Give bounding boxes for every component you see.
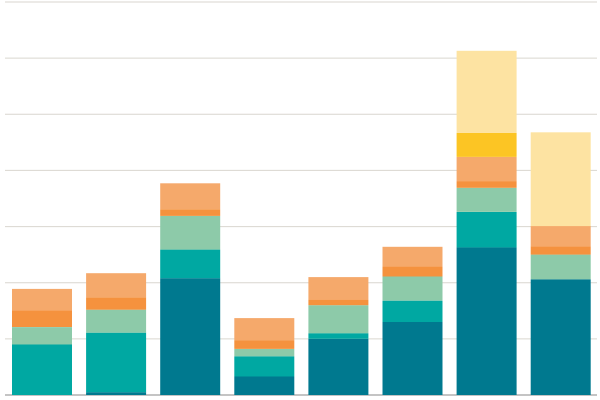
bar-segment <box>456 247 517 395</box>
bar-segment <box>234 376 295 395</box>
bar-segment <box>12 344 72 395</box>
bar-segment <box>456 187 517 212</box>
bar-segment <box>382 246 443 267</box>
bar-segment <box>234 318 295 341</box>
bar-segment <box>160 215 221 250</box>
bar-segment <box>86 273 147 298</box>
bar-segment <box>382 322 443 395</box>
bar-segment <box>308 338 369 395</box>
bar-segment <box>530 279 591 395</box>
bar-segment <box>12 310 72 327</box>
bar-segment <box>456 50 517 133</box>
bars-layer <box>12 50 591 395</box>
bar-segment <box>456 132 517 157</box>
bar-segment <box>382 266 443 277</box>
bar-segment <box>86 392 147 395</box>
bar-segment <box>530 254 591 280</box>
bar-segment <box>86 332 147 393</box>
bar-segment <box>530 132 591 227</box>
bar-segment <box>530 226 591 247</box>
bar-stack <box>12 288 72 395</box>
bar-segment <box>234 356 295 377</box>
bar-stack <box>382 246 443 395</box>
bar-segment <box>308 277 369 300</box>
bar-stack <box>530 132 591 395</box>
bar-segment <box>86 297 147 310</box>
bar-segment <box>160 249 221 279</box>
bar-stack <box>86 273 147 395</box>
bar-segment <box>234 340 295 349</box>
bar-stack <box>160 183 221 395</box>
bar-segment <box>308 305 369 334</box>
bar-segment <box>382 276 443 301</box>
bar-segment <box>456 157 517 182</box>
bar-stack <box>308 277 369 395</box>
bar-segment <box>456 212 517 248</box>
bar-segment <box>160 278 221 395</box>
bar-segment <box>160 183 221 210</box>
bar-segment <box>530 246 591 255</box>
bar-segment <box>456 181 517 188</box>
bar-segment <box>308 299 369 306</box>
bar-segment <box>12 327 72 345</box>
bar-segment <box>160 209 221 216</box>
bar-segment <box>12 288 72 311</box>
bar-segment <box>234 349 295 357</box>
bar-stack <box>456 50 517 395</box>
bar-segment <box>382 300 443 322</box>
bar-segment <box>308 333 369 339</box>
bar-segment <box>86 309 147 333</box>
bar-stack <box>234 318 295 395</box>
